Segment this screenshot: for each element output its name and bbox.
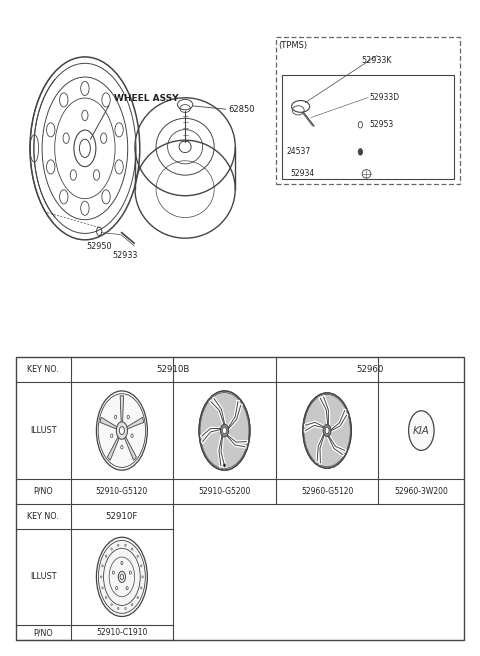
Ellipse shape <box>118 544 119 546</box>
Text: ILLUST: ILLUST <box>30 573 56 581</box>
Ellipse shape <box>127 415 129 419</box>
Polygon shape <box>120 396 124 426</box>
Text: 52910F: 52910F <box>106 512 138 521</box>
Ellipse shape <box>118 607 119 609</box>
Ellipse shape <box>358 149 362 155</box>
Text: 52933K: 52933K <box>361 56 392 64</box>
Ellipse shape <box>142 576 143 578</box>
Text: 52950: 52950 <box>86 242 112 251</box>
Ellipse shape <box>131 434 133 438</box>
Ellipse shape <box>125 544 126 546</box>
Text: 52960-G5120: 52960-G5120 <box>301 487 353 496</box>
Ellipse shape <box>408 411 434 451</box>
Ellipse shape <box>141 586 142 589</box>
Bar <box>281 75 454 179</box>
Ellipse shape <box>112 571 114 574</box>
Ellipse shape <box>106 555 107 558</box>
Ellipse shape <box>220 424 228 437</box>
Text: 52910-G5120: 52910-G5120 <box>96 487 148 496</box>
Ellipse shape <box>199 391 250 470</box>
Ellipse shape <box>303 393 351 468</box>
Ellipse shape <box>116 422 128 440</box>
Text: 62850: 62850 <box>228 106 254 114</box>
Polygon shape <box>125 417 144 430</box>
Text: 52910-C1910: 52910-C1910 <box>96 628 147 637</box>
Ellipse shape <box>304 394 350 466</box>
Ellipse shape <box>114 415 117 419</box>
Ellipse shape <box>116 586 118 590</box>
Text: P/NO: P/NO <box>33 487 53 496</box>
Ellipse shape <box>111 604 112 605</box>
Ellipse shape <box>222 428 227 434</box>
Ellipse shape <box>111 548 112 550</box>
Ellipse shape <box>96 391 147 470</box>
Ellipse shape <box>137 555 138 558</box>
Ellipse shape <box>121 562 123 565</box>
Ellipse shape <box>132 604 133 605</box>
Ellipse shape <box>102 586 103 589</box>
Text: KEY NO.: KEY NO. <box>27 512 59 521</box>
Ellipse shape <box>325 428 329 434</box>
Text: 52960-3W200: 52960-3W200 <box>395 487 448 496</box>
Polygon shape <box>100 417 119 430</box>
Text: 52933: 52933 <box>113 251 138 260</box>
Text: P/NO: P/NO <box>33 628 53 637</box>
Ellipse shape <box>96 537 147 617</box>
Text: WHEEL ASSY: WHEEL ASSY <box>114 94 178 102</box>
Text: (TPMS): (TPMS) <box>278 41 307 50</box>
Ellipse shape <box>137 596 138 599</box>
Ellipse shape <box>224 464 226 467</box>
Ellipse shape <box>323 424 331 437</box>
Bar <box>16 358 464 640</box>
Text: 24537: 24537 <box>286 148 311 156</box>
Text: 52933D: 52933D <box>369 93 399 102</box>
Ellipse shape <box>102 565 103 567</box>
Ellipse shape <box>129 571 132 574</box>
Polygon shape <box>123 434 136 461</box>
Text: 52953: 52953 <box>369 120 393 129</box>
Ellipse shape <box>126 586 128 590</box>
Ellipse shape <box>141 565 142 567</box>
Ellipse shape <box>121 445 123 449</box>
Ellipse shape <box>100 576 102 578</box>
Ellipse shape <box>120 426 124 434</box>
Ellipse shape <box>106 596 107 599</box>
Polygon shape <box>108 434 120 461</box>
Ellipse shape <box>200 392 249 468</box>
Ellipse shape <box>132 548 133 550</box>
Text: 52934: 52934 <box>290 169 314 178</box>
Text: KIA: KIA <box>413 426 430 436</box>
Text: 52910B: 52910B <box>156 365 190 375</box>
Ellipse shape <box>110 434 113 438</box>
Text: ILLUST: ILLUST <box>30 426 56 435</box>
Text: 52960: 52960 <box>356 365 384 375</box>
Text: 52910-G5200: 52910-G5200 <box>198 487 251 496</box>
Text: KEY NO.: KEY NO. <box>27 365 59 375</box>
Ellipse shape <box>125 607 126 609</box>
